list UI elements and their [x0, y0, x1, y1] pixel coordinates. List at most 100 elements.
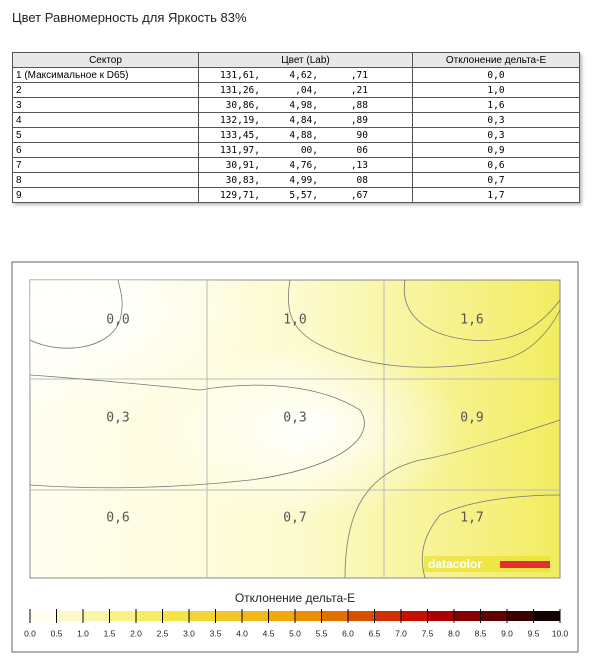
- legend-tick-label: 0.0: [24, 628, 36, 638]
- legend-swatch: [30, 611, 57, 621]
- lab-value: ,88: [350, 99, 368, 111]
- legend-swatch: [189, 611, 216, 621]
- cell-value: 0,3: [106, 411, 129, 426]
- brand: datacolor: [428, 557, 482, 571]
- legend-swatch: [136, 611, 163, 621]
- cell-value: 0,6: [106, 511, 129, 526]
- lab-value: 00,: [300, 144, 318, 156]
- table-row: 9 129,71, 5,57, ,67 1,7: [12, 187, 580, 203]
- legend-swatch: [480, 611, 507, 621]
- lab-value: 08: [356, 174, 368, 186]
- legend-swatch: [321, 611, 348, 621]
- table-row: 7 30,91, 4,76, ,13 0,6: [12, 157, 580, 173]
- lab-value: 129,71,: [219, 189, 260, 201]
- contours: [29, 279, 561, 579]
- legend-tick-label: 0.5: [51, 628, 63, 638]
- lab-cell: 133,45, 4,88, 90: [198, 127, 413, 143]
- legend-swatch: [83, 611, 110, 621]
- lab-value: ,04,: [295, 84, 318, 96]
- legend-tick-label: 2.0: [130, 628, 142, 638]
- map-shade: [30, 280, 560, 578]
- legend-tick-label: 4.0: [236, 628, 248, 638]
- sector-cell: 7: [12, 157, 199, 173]
- lab-value: 4,98,: [289, 99, 318, 111]
- legend-tick-label: 1.0: [77, 628, 89, 638]
- legend-tick-label: 9.0: [501, 628, 513, 638]
- lab-cell: 131,97, 00, 06: [198, 142, 413, 158]
- legend-tick-label: 1.5: [104, 628, 116, 638]
- lab-cell: 30,86, 4,98, ,88: [198, 97, 413, 113]
- delta-e-cell: 1,0: [412, 82, 580, 98]
- table-row: 8 30,83, 4,99, 08 0,7: [12, 172, 580, 188]
- legend-tick-label: 6.0: [342, 628, 354, 638]
- cell-value: 1,0: [283, 313, 306, 328]
- legend-swatch: [242, 611, 269, 621]
- cell-value: 0,0: [106, 313, 129, 328]
- table-row: 1 (Максимальное к D65) 131,61, 4,62, ,71 0,0: [12, 67, 580, 83]
- sector-cell: 6: [12, 142, 199, 158]
- sector-cell: 4: [12, 112, 199, 128]
- legend-tick-label: 7.0: [395, 628, 407, 638]
- legend-tick-label: 10.0: [552, 628, 569, 638]
- lab-cell: 132,19, 4,84, ,89: [198, 112, 413, 128]
- lab-value: ,89: [350, 114, 368, 126]
- lab-table: Сектор Цвет (Lab) Отклонение дельта-E 1 …: [12, 52, 580, 203]
- cell-value: 1,7: [460, 511, 483, 526]
- delta-e-cell: 0,9: [412, 142, 580, 158]
- lab-value: ,21: [350, 84, 368, 96]
- lab-value: ,71: [350, 69, 368, 81]
- delta-e-cell: 0,3: [412, 112, 580, 128]
- delta-e-cell: 0,3: [412, 127, 580, 143]
- delta-e-cell: 0,6: [412, 157, 580, 173]
- legend-tick-label: 7.5: [422, 628, 434, 638]
- lab-value: 4,99,: [289, 174, 318, 186]
- lab-value: 06: [356, 144, 368, 156]
- lab-value: 131,97,: [219, 144, 260, 156]
- lab-value: 5,57,: [289, 189, 318, 201]
- lab-value: 4,76,: [289, 159, 318, 171]
- lab-value: 4,62,: [289, 69, 318, 81]
- legend-tick-label: 3.5: [210, 628, 222, 638]
- brand-bar: [500, 561, 550, 568]
- sector-cell: 9: [12, 187, 199, 203]
- cell-value: 1,6: [460, 313, 483, 328]
- legend-tick-label: 3.0: [183, 628, 195, 638]
- lab-value: 133,45,: [219, 129, 260, 141]
- legend-swatch: [507, 611, 534, 621]
- lab-value: ,13: [350, 159, 368, 171]
- sector-cell: 1 (Максимальное к D65): [12, 67, 199, 83]
- legend-tick-label: 5.0: [289, 628, 301, 638]
- table-row: 3 30,86, 4,98, ,88 1,6: [12, 97, 580, 113]
- legend-tick-label: 5.5: [316, 628, 328, 638]
- table-header: Отклонение дельта-E: [412, 52, 580, 68]
- delta-e-cell: 1,7: [412, 187, 580, 203]
- legend-swatch: [348, 611, 375, 621]
- lab-value: 30,91,: [225, 159, 260, 171]
- legend-tick-label: 2.5: [157, 628, 169, 638]
- table-header: Сектор: [12, 52, 199, 68]
- cell-value: 0,9: [460, 411, 483, 426]
- lab-value: 30,83,: [225, 174, 260, 186]
- legend-tick-label: 8.0: [448, 628, 460, 638]
- lab-value: 131,26,: [219, 84, 260, 96]
- legend-tick-label: 9.5: [528, 628, 540, 638]
- lab-cell: 131,26, ,04, ,21: [198, 82, 413, 98]
- legend-swatch: [427, 611, 454, 621]
- lab-value: 90: [356, 129, 368, 141]
- lab-value: 30,86,: [225, 99, 260, 111]
- table-row: 4 132,19, 4,84, ,89 0,3: [12, 112, 580, 128]
- lab-cell: 129,71, 5,57, ,67: [198, 187, 413, 203]
- lab-value: 4,88,: [289, 129, 318, 141]
- lab-cell: 30,83, 4,99, 08: [198, 172, 413, 188]
- legend-swatch: [533, 611, 560, 621]
- lab-value: 132,19,: [219, 114, 260, 126]
- lab-cell: 131,61, 4,62, ,71: [198, 67, 413, 83]
- legend-swatch: [56, 611, 83, 621]
- legend-swatch: [454, 611, 481, 621]
- delta-e-cell: 0,7: [412, 172, 580, 188]
- sector-cell: 5: [12, 127, 199, 143]
- lab-cell: 30,91, 4,76, ,13: [198, 157, 413, 173]
- sector-cell: 3: [12, 97, 199, 113]
- lab-value: 4,84,: [289, 114, 318, 126]
